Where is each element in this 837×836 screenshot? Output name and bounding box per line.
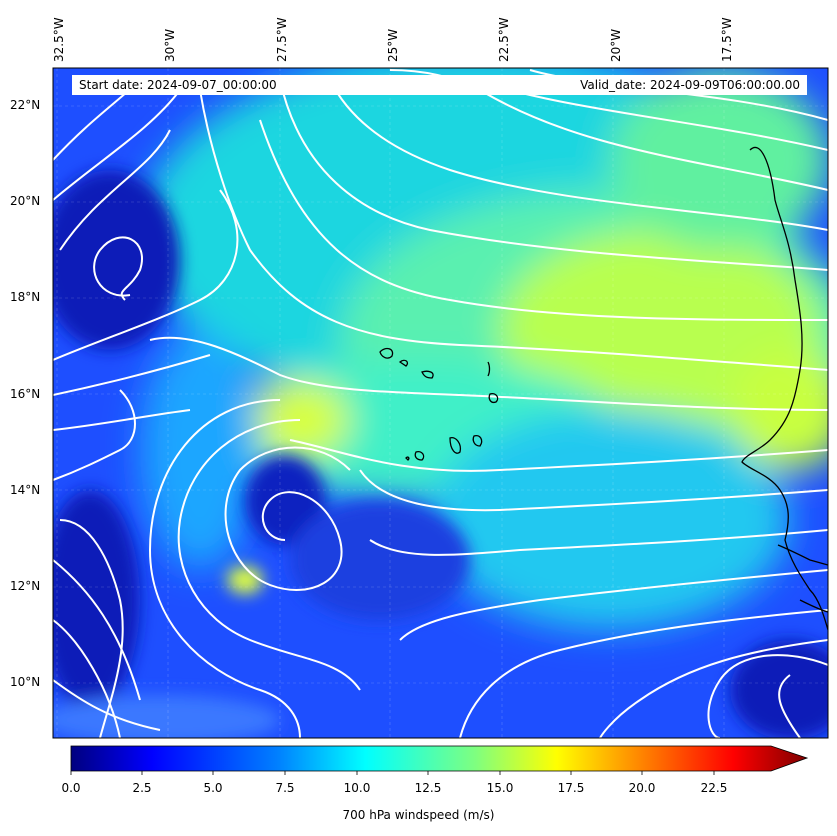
colorbar-tick: 15.0 — [486, 781, 514, 795]
lat-label: 10°N — [10, 675, 41, 689]
lon-label: 22.5°W — [497, 17, 511, 62]
lat-label: 22°N — [10, 98, 41, 112]
colorbar-tick: 22.5 — [700, 781, 728, 795]
colorbar-tick: 0.0 — [61, 781, 81, 795]
lon-label: 25°W — [386, 28, 400, 62]
lat-label: 16°N — [10, 387, 41, 401]
colorbar-tick: 12.5 — [414, 781, 442, 795]
lon-label: 32.5°W — [52, 17, 66, 62]
lat-label: 12°N — [10, 579, 41, 593]
coastline — [379, 147, 828, 631]
lon-label: 30°W — [163, 28, 177, 62]
colorbar-tick: 10.0 — [343, 781, 371, 795]
lat-label: 14°N — [10, 483, 41, 497]
colorbar — [70, 745, 809, 775]
colorbar-tick: 2.5 — [132, 781, 152, 795]
colorbar-tick: 5.0 — [203, 781, 223, 795]
valid-date-label: Valid_date: 2024-09-09T06:00:00.00 — [532, 75, 807, 95]
colorbar-tick: 7.5 — [275, 781, 295, 795]
lat-label: 18°N — [10, 290, 41, 304]
lat-label: 20°N — [10, 194, 41, 208]
colorbar-tick: 17.5 — [557, 781, 585, 795]
streamlines — [53, 69, 828, 738]
colorbar-label: 700 hPa windspeed (m/s) — [342, 808, 495, 822]
windspeed-field — [53, 68, 828, 738]
map-frame — [52, 67, 829, 739]
start-date-label: Start date: 2024-09-07_00:00:00 — [72, 75, 539, 95]
colorbar-tick: 20.0 — [628, 781, 656, 795]
lon-label: 27.5°W — [275, 17, 289, 62]
lon-label: 20°W — [609, 28, 623, 62]
lon-label: 17.5°W — [720, 17, 734, 62]
